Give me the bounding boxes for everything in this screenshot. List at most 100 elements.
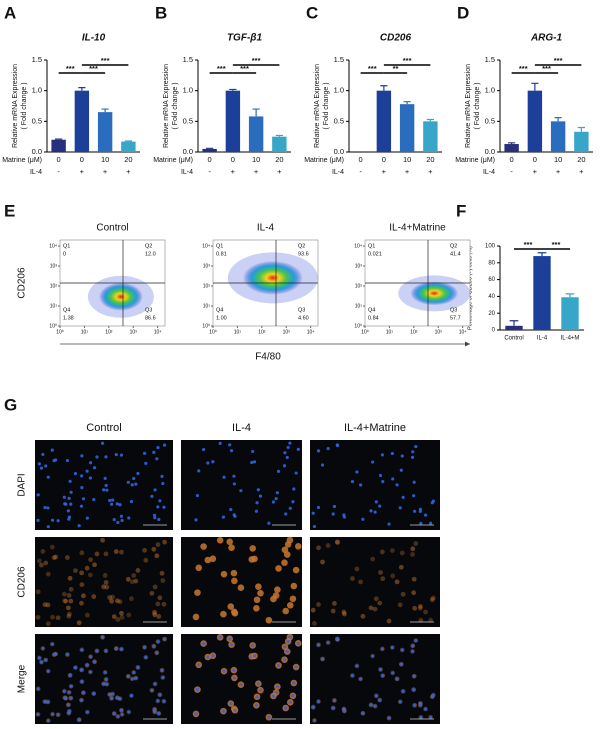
nucleus (252, 460, 257, 464)
nucleus (46, 669, 50, 673)
micrograph-bg (35, 440, 173, 530)
nucleus (411, 450, 415, 454)
nucleus (285, 649, 289, 654)
nucleus (115, 696, 119, 700)
nucleus (320, 463, 325, 467)
cd206-stain (360, 613, 366, 619)
nucleus (374, 500, 378, 504)
cd206-stain (45, 571, 51, 577)
significance-label: *** (524, 240, 533, 249)
y-tick-label: 0.0 (183, 147, 193, 156)
cd206-stain (131, 573, 137, 578)
nucleus (52, 653, 56, 657)
nucleus (37, 462, 41, 466)
cd206-stain (257, 589, 264, 597)
cd206-stain (394, 579, 400, 585)
nucleus (156, 699, 160, 703)
nucleus (206, 461, 210, 465)
nucleus (292, 487, 296, 491)
nucleus (103, 670, 107, 675)
nucleus (378, 698, 382, 702)
cd206-stain (412, 605, 418, 611)
x-tick-label: 20 (275, 155, 283, 164)
x-tick-label: 10¹ (386, 329, 394, 335)
nucleus (162, 505, 166, 509)
nucleus (102, 488, 106, 492)
nucleus (251, 449, 255, 454)
cd206-stain (418, 617, 424, 623)
error-bar (426, 118, 434, 122)
cd206-stain (325, 543, 331, 548)
y-tick-label: 1.0 (183, 86, 193, 95)
nucleus (120, 518, 124, 523)
x-tick-label: 10¹ (234, 329, 242, 335)
cloud (242, 260, 303, 295)
x-tick-label: 20 (124, 155, 132, 164)
error-bar (380, 85, 388, 91)
cd206-stain (62, 598, 68, 604)
error-bar (509, 320, 519, 326)
plot-title: IL-4+Matrine (389, 223, 446, 234)
nucleus (399, 468, 403, 472)
cd206-stain (380, 576, 386, 582)
x-tick-label: 10³ (130, 329, 138, 335)
nucleus (105, 488, 109, 492)
plot-title: Control (96, 223, 128, 234)
cd206-stain (418, 604, 423, 609)
nucleus (81, 497, 86, 501)
nucleus (144, 461, 148, 465)
nucleus (44, 658, 48, 662)
cd206-stain (92, 562, 97, 568)
x-tick-label: IL-4 (537, 336, 548, 342)
cd206-stain (417, 605, 423, 611)
quadrant-value: 86.6 (145, 315, 156, 321)
y-axis-label: Relative mRNA Expression (163, 64, 170, 148)
micrograph-bg (310, 440, 440, 530)
cd206-stain (195, 564, 203, 572)
nucleus (103, 476, 107, 481)
nucleus (332, 504, 337, 509)
cd206-stain (101, 584, 107, 590)
nucleus (410, 455, 415, 459)
nucleus (312, 524, 317, 529)
nucleus (50, 712, 55, 716)
nucleus (286, 639, 290, 644)
nucleus (119, 647, 124, 651)
row-label: DAPI (17, 473, 28, 496)
nucleus (150, 688, 154, 692)
bar (121, 141, 136, 152)
nucleus (252, 654, 257, 658)
nucleus (350, 673, 355, 678)
panel-letter: D (457, 3, 469, 22)
micrograph (35, 634, 173, 724)
quadrant-value: 93.6 (298, 251, 309, 257)
nucleus (80, 474, 84, 478)
quadrant-value: 57.7 (450, 315, 461, 321)
nucleus (361, 711, 365, 715)
cd206-stain (220, 610, 227, 618)
nucleus (80, 668, 84, 672)
cd206-stain (316, 545, 321, 551)
cloud (410, 281, 459, 306)
y-axis-label: Relative mRNA Expression (314, 64, 321, 148)
nucleus (395, 483, 399, 487)
x-tick-label: 10⁰ (361, 329, 369, 335)
nucleus (36, 712, 40, 716)
nucleus (311, 511, 315, 515)
nucleus (79, 698, 84, 702)
nucleus (156, 640, 160, 644)
significance-label: *** (368, 64, 377, 73)
nucleus (134, 676, 138, 680)
nucleus (292, 681, 296, 685)
significance-label: *** (101, 56, 110, 65)
x-tick-label: 10 (554, 155, 562, 164)
nucleus (398, 700, 402, 704)
nucleus (126, 674, 130, 678)
nucleus (104, 677, 108, 682)
nucleus (381, 674, 385, 678)
nucleus (284, 512, 288, 516)
nucleus (162, 699, 166, 703)
nucleus (413, 509, 417, 513)
nucleus (286, 445, 290, 450)
cd206-stain (66, 613, 72, 619)
